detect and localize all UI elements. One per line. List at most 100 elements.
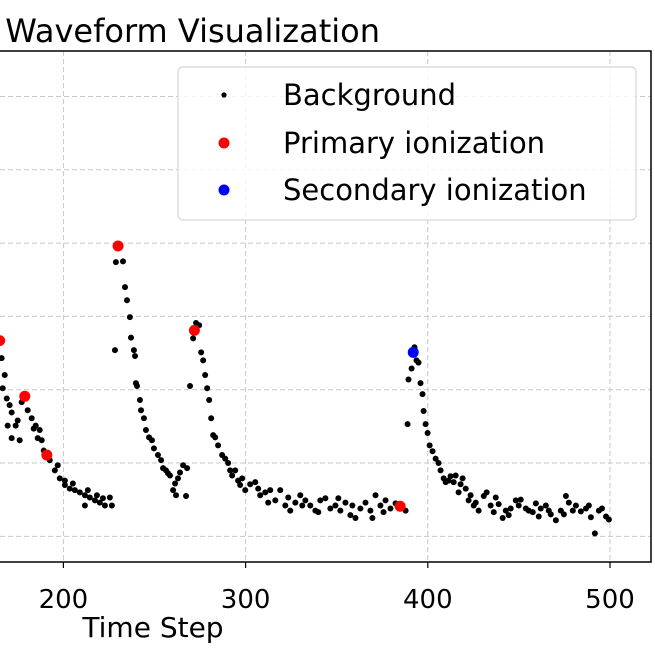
background-point [112, 259, 119, 266]
background-point [183, 493, 190, 500]
background-point [190, 335, 197, 342]
background-point [457, 481, 464, 488]
background-point [415, 359, 422, 366]
background-point [265, 499, 272, 506]
data-points [0, 240, 612, 537]
background-point [455, 489, 462, 496]
background-point [119, 258, 126, 265]
background-point [1, 372, 8, 379]
background-point [587, 514, 594, 521]
background-point [166, 472, 173, 479]
x-tick-label: 500 [585, 585, 635, 615]
background-point [202, 372, 209, 379]
x-tick-label: 300 [221, 585, 271, 615]
legend-marker-secondary [218, 184, 230, 196]
background-point [535, 513, 542, 520]
background-point [475, 507, 482, 514]
background-point [208, 415, 215, 422]
legend-label-secondary: Secondary ionization [283, 173, 587, 207]
background-point [150, 445, 157, 452]
background-point [537, 505, 544, 512]
background-point [572, 502, 579, 509]
background-point [487, 502, 494, 509]
background-point [206, 396, 213, 403]
background-point [96, 499, 103, 506]
background-point [267, 487, 274, 494]
secondary-ionization-point [407, 346, 419, 358]
background-point [432, 455, 439, 462]
background-point [302, 497, 309, 504]
background-point [93, 492, 100, 499]
background-point [585, 502, 592, 509]
background-point [545, 507, 552, 514]
background-point [106, 494, 113, 501]
background-point [247, 481, 254, 488]
background-point [121, 284, 128, 291]
background-point [372, 492, 379, 499]
background-point [577, 508, 584, 515]
background-point [81, 502, 88, 509]
background-point [347, 512, 354, 519]
plot-frame [0, 50, 652, 563]
background-point [66, 485, 73, 492]
background-point [499, 515, 506, 522]
background-point [140, 415, 147, 422]
background-point [24, 407, 31, 414]
background-point [16, 437, 23, 444]
background-point [450, 479, 457, 486]
background-point [154, 451, 161, 458]
primary-ionization-point [394, 500, 406, 512]
background-point [426, 442, 433, 449]
background-point [134, 383, 141, 390]
background-point [424, 429, 431, 436]
x-tick-label: 200 [39, 585, 89, 615]
background-point [437, 467, 444, 474]
background-point [101, 502, 108, 509]
background-point [138, 407, 145, 414]
background-point [242, 487, 249, 494]
background-point [357, 505, 364, 512]
background-point [4, 422, 11, 429]
background-point [307, 502, 314, 509]
background-point [8, 409, 15, 416]
legend-box [177, 66, 637, 221]
background-point [562, 493, 569, 500]
background-point [232, 467, 239, 474]
background-point [287, 507, 294, 514]
background-point [435, 460, 442, 467]
background-point [447, 473, 454, 480]
background-point [337, 507, 344, 514]
background-point [204, 385, 211, 392]
background-point [237, 482, 244, 489]
background-point [91, 497, 98, 504]
background-point [8, 435, 15, 442]
background-point [200, 357, 207, 364]
background-point [252, 479, 259, 486]
background-point [327, 505, 334, 512]
background-point [36, 427, 43, 434]
background-point [404, 421, 411, 428]
background-point [28, 415, 35, 422]
background-point [517, 496, 524, 503]
background-point [515, 502, 522, 509]
background-point [187, 383, 194, 390]
background-point [257, 492, 264, 499]
background-point [51, 467, 58, 474]
legend-marker-primary [218, 137, 230, 149]
background-point [148, 437, 155, 444]
background-point [272, 497, 279, 504]
background-point [128, 334, 135, 341]
background-point [367, 507, 374, 514]
background-point [262, 489, 269, 496]
background-point [225, 460, 232, 467]
primary-ionization-point [19, 390, 31, 402]
background-point [322, 495, 329, 502]
background-point [255, 485, 262, 492]
grid-lines [0, 51, 651, 562]
background-point [227, 467, 234, 474]
background-point [76, 489, 83, 496]
background-point [387, 505, 394, 512]
background-point [297, 492, 304, 499]
background-point [282, 502, 289, 509]
background-point [560, 511, 567, 518]
